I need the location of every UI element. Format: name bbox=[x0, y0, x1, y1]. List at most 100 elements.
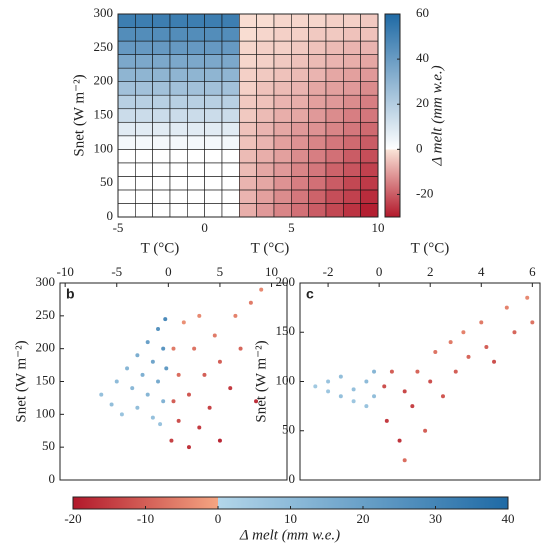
heat-cell bbox=[273, 81, 292, 96]
heat-cell bbox=[256, 27, 275, 42]
heat-cell bbox=[169, 54, 188, 69]
y-tick-label: 50 bbox=[100, 174, 113, 189]
heat-cell bbox=[117, 135, 136, 150]
heat-cell bbox=[325, 149, 344, 164]
heat-cell bbox=[221, 162, 240, 177]
x-axis-label: T (°C) bbox=[251, 240, 290, 256]
heat-cell bbox=[273, 27, 292, 42]
heat-cell bbox=[360, 121, 379, 137]
heat-cell bbox=[169, 13, 188, 28]
heat-cell bbox=[135, 162, 153, 177]
heat-cell bbox=[135, 40, 153, 55]
point bbox=[156, 326, 161, 331]
y-axis-label: Snet (W m⁻²) bbox=[71, 74, 87, 156]
heat-cell bbox=[221, 203, 240, 218]
heat-cell bbox=[256, 135, 275, 150]
point bbox=[415, 369, 420, 374]
heat-cell bbox=[187, 94, 205, 110]
heat-cell bbox=[239, 108, 257, 123]
point bbox=[186, 392, 191, 397]
heat-cell bbox=[204, 162, 223, 177]
heat-cell bbox=[273, 13, 292, 28]
heat-cell bbox=[204, 94, 223, 110]
heat-cell bbox=[187, 176, 205, 191]
heat-cell bbox=[256, 54, 275, 69]
point bbox=[171, 399, 176, 404]
point bbox=[114, 379, 119, 384]
heat-cell bbox=[291, 135, 309, 150]
heat-cell bbox=[187, 81, 205, 96]
point bbox=[197, 313, 202, 318]
heat-cell bbox=[117, 121, 136, 137]
heat-cell bbox=[308, 121, 327, 137]
heat-cell bbox=[360, 108, 379, 123]
point bbox=[145, 392, 150, 397]
heat-cell bbox=[360, 162, 379, 177]
heat-cell bbox=[117, 54, 136, 69]
heat-cell bbox=[325, 203, 344, 218]
point bbox=[453, 369, 458, 374]
x-tick-label: 0 bbox=[201, 220, 208, 235]
heat-cell bbox=[256, 162, 275, 177]
heat-cell bbox=[273, 162, 292, 177]
point bbox=[313, 384, 318, 389]
point bbox=[99, 392, 104, 397]
points bbox=[313, 295, 535, 463]
colorbar-tick-label: 60 bbox=[416, 5, 429, 20]
heat-cell bbox=[308, 162, 327, 177]
x-tick-label: 2 bbox=[427, 264, 434, 279]
heat-cell bbox=[204, 54, 223, 69]
heat-cell bbox=[117, 27, 136, 42]
point bbox=[402, 458, 407, 463]
heat-cell bbox=[343, 108, 361, 123]
heat-cell bbox=[291, 27, 309, 42]
heat-cell bbox=[117, 149, 136, 164]
point bbox=[238, 346, 243, 351]
point bbox=[466, 354, 471, 359]
point bbox=[109, 402, 114, 407]
heat-cell bbox=[343, 94, 361, 110]
heat-cell bbox=[152, 203, 171, 218]
heat-cell bbox=[325, 108, 344, 123]
point bbox=[389, 369, 394, 374]
heat-cell bbox=[221, 135, 240, 150]
heat-cell bbox=[343, 121, 361, 137]
heat-cell bbox=[204, 40, 223, 55]
heat-cell bbox=[152, 27, 171, 42]
heat-cell bbox=[169, 40, 188, 55]
y-tick-label: 100 bbox=[36, 405, 56, 420]
point bbox=[384, 418, 389, 423]
heat-cell bbox=[325, 67, 344, 82]
y-tick-label: 100 bbox=[94, 140, 114, 155]
point bbox=[217, 359, 222, 364]
heat-cell bbox=[152, 94, 171, 110]
heat-cell bbox=[221, 189, 240, 204]
point bbox=[492, 359, 497, 364]
heat-cell bbox=[308, 189, 327, 204]
colorbar-tick-label: -10 bbox=[137, 511, 154, 526]
heat-cell bbox=[360, 203, 379, 218]
heat-cell bbox=[152, 54, 171, 69]
heat-cell bbox=[187, 203, 205, 218]
heat-cell bbox=[204, 203, 223, 218]
heat-cell bbox=[273, 135, 292, 150]
point bbox=[530, 320, 535, 325]
heat-cell bbox=[187, 67, 205, 82]
panel-label: c bbox=[306, 286, 314, 302]
heat-cell bbox=[343, 40, 361, 55]
point bbox=[402, 389, 407, 394]
heat-cell bbox=[135, 121, 153, 137]
panel-label: b bbox=[66, 286, 75, 302]
point bbox=[338, 394, 343, 399]
point bbox=[145, 340, 150, 345]
y-tick-label: 150 bbox=[276, 323, 296, 338]
heat-cell bbox=[169, 176, 188, 191]
point bbox=[161, 346, 166, 351]
point bbox=[448, 340, 453, 345]
heat-cell bbox=[291, 94, 309, 110]
heat-cell bbox=[343, 176, 361, 191]
point bbox=[351, 399, 356, 404]
heat-cell bbox=[117, 203, 136, 218]
heat-cell bbox=[343, 135, 361, 150]
heat-cell bbox=[360, 81, 379, 96]
